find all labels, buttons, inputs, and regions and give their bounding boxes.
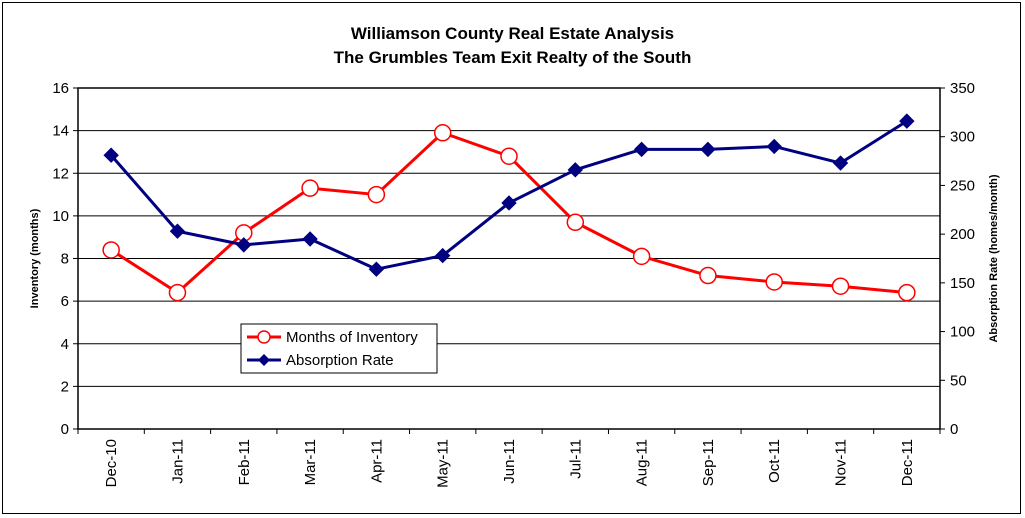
legend-label: Absorption Rate xyxy=(286,352,394,369)
inventory-point xyxy=(433,124,452,142)
y-left-tick-label: 10 xyxy=(52,208,69,225)
inventory-point xyxy=(632,247,651,266)
legend-box xyxy=(240,323,438,374)
legend-swatch-marker xyxy=(257,330,271,344)
absorption-point xyxy=(501,195,517,211)
legend-swatch-marker xyxy=(258,354,270,366)
inventory-point xyxy=(765,273,783,291)
x-tick-label: Jun-11 xyxy=(501,439,518,484)
x-tick-label: Dec-10 xyxy=(103,439,120,487)
y-left-tick-label: 2 xyxy=(61,378,69,395)
x-tick-label: May-11 xyxy=(435,439,452,488)
absorption-point xyxy=(766,138,782,155)
x-tick-label: Jan-11 xyxy=(169,439,186,484)
y-left-tick-label: 14 xyxy=(52,123,69,140)
y-left-tick-label: 4 xyxy=(61,336,69,353)
absorption-point xyxy=(236,237,252,253)
y-right-tick-label: 50 xyxy=(950,372,967,389)
absorption-point xyxy=(302,231,318,247)
inventory-point xyxy=(699,266,717,285)
absorption-point xyxy=(169,223,186,239)
y-left-tick-label: 6 xyxy=(61,293,69,310)
absorption-point xyxy=(368,261,385,277)
inventory-point xyxy=(566,213,585,232)
y-left-tick-label: 8 xyxy=(61,251,69,268)
y-right-tick-label: 150 xyxy=(950,275,975,292)
y-right-tick-label: 250 xyxy=(950,177,975,194)
inventory-point xyxy=(367,185,386,204)
y-left-tick-label: 12 xyxy=(52,165,69,182)
absorption-point xyxy=(832,155,849,171)
y-left-axis-title: Inventory (months) xyxy=(29,208,41,308)
inventory-point xyxy=(898,283,916,302)
x-tick-label: Feb-11 xyxy=(236,439,253,485)
x-tick-label: Apr-11 xyxy=(368,439,385,483)
y-right-tick-label: 200 xyxy=(950,226,975,243)
y-right-tick-label: 0 xyxy=(950,421,958,438)
y-right-tick-label: 350 xyxy=(950,80,975,97)
x-tick-label: Jul-11 xyxy=(567,439,584,479)
y-left-tick-label: 0 xyxy=(61,421,69,438)
x-tick-label: Oct-11 xyxy=(766,439,783,483)
absorption-point xyxy=(700,141,716,158)
chart-subtitle: The Grumbles Team Exit Realty of the Sou… xyxy=(333,48,692,67)
chart-title: Williamson County Real Estate Analysis xyxy=(350,24,675,43)
x-tick-label: Sep-11 xyxy=(700,439,717,486)
absorption-point xyxy=(434,247,451,264)
legend-label: Months of Inventory xyxy=(286,329,418,346)
inventory-point xyxy=(301,179,319,197)
absorption-point xyxy=(103,147,119,163)
inventory-point xyxy=(102,241,120,259)
y-right-axis-title: Absorption Rate (homes/month) xyxy=(988,174,1000,342)
inventory-point xyxy=(168,283,187,302)
y-left-tick-label: 16 xyxy=(52,80,69,97)
absorption-point xyxy=(899,113,915,129)
x-tick-label: Mar-11 xyxy=(302,439,319,485)
absorption-point xyxy=(633,141,650,158)
y-right-tick-label: 100 xyxy=(950,324,975,341)
absorption-point xyxy=(567,162,584,178)
x-tick-label: Aug-11 xyxy=(634,439,651,486)
x-tick-label: Nov-11 xyxy=(833,439,850,486)
x-tick-label: Dec-11 xyxy=(899,439,916,486)
inventory-point xyxy=(831,277,850,295)
y-right-tick-label: 300 xyxy=(950,129,975,146)
inventory-point xyxy=(500,147,518,165)
series-line xyxy=(110,119,908,271)
